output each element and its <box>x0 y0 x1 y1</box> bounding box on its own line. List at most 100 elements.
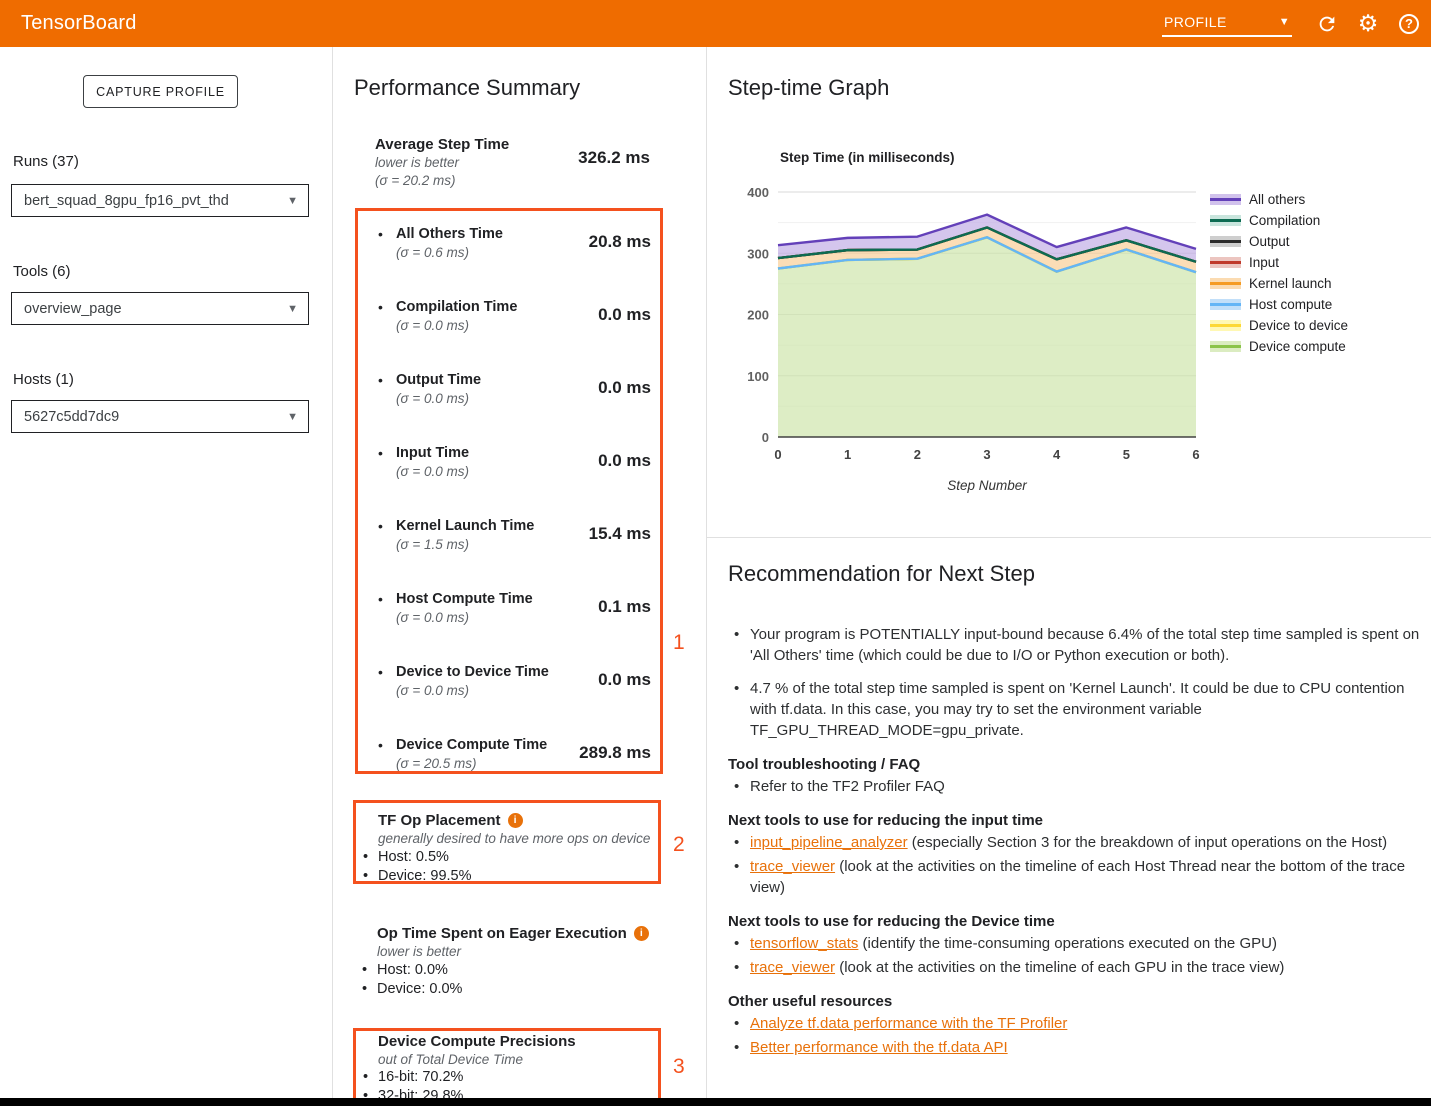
legend-label: Input <box>1249 255 1280 270</box>
dashboard-selector[interactable]: PROFILE ▼ <box>1162 10 1292 37</box>
tf-op-placement-subtitle: generally desired to have more ops on de… <box>378 831 651 846</box>
summary-row: • Output Time (σ = 0.0 ms) 0.0 ms <box>358 369 660 442</box>
tool-link[interactable]: input_pipeline_analyzer <box>750 834 908 851</box>
tf-op-placement-title: TF Op Placement i <box>378 811 658 830</box>
recommendation-sublist: input_pipeline_analyzer (especially Sect… <box>728 832 1420 898</box>
tool-link[interactable]: Analyze tf.data performance with the TF … <box>750 1015 1068 1032</box>
legend-swatch <box>1210 236 1241 247</box>
refresh-button[interactable] <box>1315 12 1339 36</box>
average-step-time: Average Step Time lower is better (σ = 2… <box>375 135 509 190</box>
runs-label: Runs (37) <box>13 153 79 170</box>
bullet-icon: • <box>378 226 383 242</box>
chevron-down-icon: ▼ <box>287 410 298 423</box>
summary-row-label: Output Time <box>396 372 482 388</box>
chevron-down-icon: ▼ <box>287 302 298 315</box>
list-item: Device: 99.5% <box>363 867 658 886</box>
bullet-icon: • <box>378 299 383 315</box>
bullet-icon: • <box>378 518 383 534</box>
line-all-others <box>777 213 1197 251</box>
recommendation-subheading: Other useful resources <box>728 993 893 1010</box>
recommendation-content: Your program is POTENTIALLY input-bound … <box>728 624 1420 1058</box>
recommendation-section: Recommendation for Next Step Your progra… <box>728 561 1420 1061</box>
summary-row-label: Input Time <box>396 445 470 461</box>
recommendation-item: Better performance with the tf.data API <box>728 1037 1420 1058</box>
legend-label: Compilation <box>1249 213 1321 228</box>
legend-item: All others <box>1210 189 1348 210</box>
eager-execution-title: Op Time Spent on Eager Execution i <box>377 924 661 943</box>
app-header: TensorBoard PROFILE ▼ ⚙ ? <box>0 0 1431 47</box>
bottom-edge-bar <box>0 1098 1431 1106</box>
info-icon[interactable]: i <box>507 813 523 828</box>
list-item: Host: 0.5% <box>363 848 658 867</box>
summary-row-value: 0.0 ms <box>598 378 651 397</box>
bullet-icon: • <box>378 591 383 607</box>
x-axis-title: Step Number <box>947 478 1027 493</box>
annotation-box-2: TF Op Placement i generally desired to h… <box>353 800 661 885</box>
axis-label: 200 <box>747 308 769 323</box>
eager-execution-section: Op Time Spent on Eager Execution i lower… <box>353 920 661 998</box>
tool-link[interactable]: trace_viewer <box>750 858 836 875</box>
chart-title: Step Time (in milliseconds) <box>780 150 955 165</box>
eager-execution-list: Host: 0.0%Device: 0.0% <box>362 961 661 998</box>
summary-row: • Input Time (σ = 0.0 ms) 0.0 ms <box>358 442 660 515</box>
summary-row: • All Others Time (σ = 0.6 ms) 20.8 ms <box>358 223 660 296</box>
runs-select-value: bert_squad_8gpu_fp16_pvt_thd <box>24 192 229 209</box>
area-device-compute <box>778 237 1196 437</box>
tool-link[interactable]: trace_viewer <box>750 959 836 976</box>
tf-op-placement-list: Host: 0.5%Device: 99.5% <box>363 848 658 885</box>
bullet-icon: • <box>378 445 383 461</box>
recommendation-item: Analyze tf.data performance with the TF … <box>728 1013 1420 1034</box>
axis-label: 1 <box>844 447 851 462</box>
average-step-time-note: lower is better <box>375 155 460 170</box>
summary-row: • Compilation Time (σ = 0.0 ms) 0.0 ms <box>358 296 660 369</box>
average-step-time-value: 326.2 ms <box>578 148 650 167</box>
runs-select[interactable]: bert_squad_8gpu_fp16_pvt_thd ▼ <box>11 184 309 217</box>
recommendation-sections: Tool troubleshooting / FAQ Refer to the T… <box>728 754 1420 1058</box>
chevron-down-icon: ▼ <box>1278 16 1290 28</box>
axis-label: 100 <box>747 369 769 384</box>
hosts-select[interactable]: 5627c5dd7dc9 ▼ <box>11 400 309 433</box>
list-item: Device: 0.0% <box>362 980 661 999</box>
help-button[interactable]: ? <box>1397 12 1421 36</box>
legend-swatch <box>1210 341 1241 352</box>
legend-label: All others <box>1249 192 1306 207</box>
sidebar: CAPTURE PROFILE Runs (37) bert_squad_8gp… <box>0 47 333 1098</box>
info-icon[interactable]: i <box>633 926 649 941</box>
performance-summary-panel: Performance Summary Average Step Time lo… <box>333 47 707 1105</box>
refresh-icon <box>1319 16 1335 31</box>
legend-swatch <box>1210 278 1241 289</box>
recommendation-subsection: Next tools to use for reducing the Devic… <box>728 911 1420 978</box>
right-panel: Step-time Graph 0 100 200 300 400 0 1 2 3 4 5 6 Step… <box>707 47 1431 1098</box>
summary-row-value: 0.1 ms <box>598 597 651 616</box>
axis-label: 0 <box>774 447 781 462</box>
tools-select[interactable]: overview_page ▼ <box>11 292 309 325</box>
legend-item: Kernel launch <box>1210 273 1348 294</box>
tool-link[interactable]: Better performance with the tf.data API <box>750 1039 1008 1056</box>
recommendation-sublist: Refer to the TF2 Profiler FAQ <box>728 776 1420 797</box>
average-step-time-label: Average Step Time <box>375 136 510 153</box>
summary-row-sigma: (σ = 0.6 ms) <box>396 245 470 260</box>
tool-link[interactable]: tensorflow_stats <box>750 935 859 952</box>
annotation-number-3: 3 <box>673 1055 685 1078</box>
axis-label: 400 <box>747 185 769 200</box>
legend-swatch <box>1210 215 1241 226</box>
dashboard-selector-value: PROFILE <box>1164 14 1227 30</box>
help-icon: ? <box>1399 13 1419 34</box>
legend-label: Output <box>1249 234 1290 249</box>
recommendation-sublist: Analyze tf.data performance with the TF … <box>728 1013 1420 1058</box>
summary-row-value: 0.0 ms <box>598 451 651 470</box>
settings-button[interactable]: ⚙ <box>1356 12 1380 36</box>
device-precisions-title: Device Compute Precisions <box>378 1033 576 1050</box>
performance-summary-title: Performance Summary <box>354 75 581 100</box>
summary-row-sigma: (σ = 0.0 ms) <box>396 318 470 333</box>
hosts-select-value: 5627c5dd7dc9 <box>24 408 120 425</box>
legend-item: Device compute <box>1210 336 1348 357</box>
capture-profile-button[interactable]: CAPTURE PROFILE <box>83 75 238 108</box>
summary-row: • Device to Device Time (σ = 0.0 ms) 0.0 ms <box>358 661 660 734</box>
recommendation-item: input_pipeline_analyzer (especially Sect… <box>728 832 1420 853</box>
step-time-chart-svg: 0 100 200 300 400 0 1 2 3 4 5 6 Step Time (in millis… <box>747 150 1199 493</box>
legend-item: Device to device <box>1210 315 1348 336</box>
recommendation-subheading: Tool troubleshooting / FAQ <box>728 756 921 773</box>
recommendation-subheading: Next tools to use for reducing the Devic… <box>728 913 1055 930</box>
legend-label: Kernel launch <box>1249 276 1332 291</box>
